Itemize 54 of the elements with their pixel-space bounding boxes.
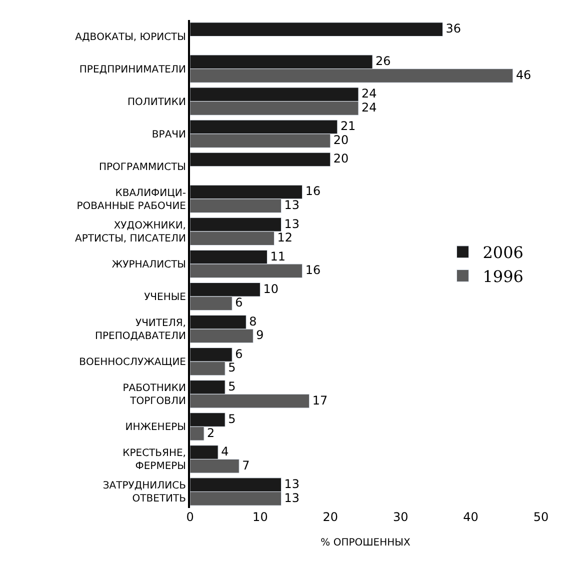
data-label: 8 (249, 314, 257, 328)
data-label: 20 (333, 152, 349, 166)
data-label: 9 (256, 328, 264, 342)
data-label: 36 (446, 22, 461, 36)
data-label: 13 (284, 490, 300, 505)
y-tick-label: ЖУРНАЛИСТЫ (112, 260, 186, 270)
data-label: 5 (228, 360, 236, 375)
data-label: 46 (516, 68, 532, 82)
y-tick-label: ЗАТРУДНИЛИСЬ ОТВЕТИТЬ (102, 480, 186, 505)
data-label: 24 (361, 100, 377, 114)
x-tick-label: 50 (533, 510, 549, 524)
x-tick-label: 30 (392, 510, 408, 524)
data-label: 17 (312, 393, 328, 408)
data-label: 16 (305, 263, 321, 278)
y-tick-label: ИНЖЕНЕРЫ (125, 422, 186, 434)
data-label: 4 (221, 444, 229, 459)
data-label: 26 (376, 54, 391, 68)
x-axis-title: % ОПРОШЕННЫХ (320, 538, 410, 548)
y-tick-label: АДВОКАТЫ, ЮРИСТЫ (75, 32, 186, 43)
data-label: 13 (284, 477, 300, 492)
data-label: 21 (340, 119, 356, 134)
data-label: 16 (305, 184, 321, 198)
y-tick-label: ВРАЧИ (152, 129, 186, 140)
y-tick-label: ПРЕДПРИНИМАТЕЛИ (79, 64, 186, 76)
x-tick-label: 10 (252, 510, 268, 524)
x-tick-label: 20 (322, 510, 338, 524)
bar (190, 152, 331, 167)
y-tick-label: ВОЕННОСЛУЖАЩИЕ (79, 357, 186, 368)
data-label: 5 (228, 379, 236, 394)
data-label: 7 (242, 458, 250, 472)
data-label: 10 (263, 282, 278, 296)
y-tick-label: ПРОГРАММИСТЫ (98, 162, 186, 173)
data-label: 5 (228, 412, 236, 426)
y-tick-label: КВАЛИФИЦИ- РОВАННЫЕ РАБОЧИЕ (76, 188, 186, 212)
y-tick-label: ПОЛИТИКИ (127, 96, 186, 108)
y-tick-label: КРЕСТЬЯНЕ, ФЕРМЕРЫ (122, 448, 186, 472)
legend-label: 2006 (482, 243, 524, 262)
data-label: 2 (207, 426, 215, 440)
data-label: 11 (270, 249, 286, 264)
y-tick-label: ХУДОЖНИКИ, АРТИСТЫ, ПИСАТЕЛИ (75, 220, 186, 244)
data-label: 13 (284, 216, 300, 231)
data-label: 13 (284, 198, 300, 212)
legend-label: 1996 (482, 266, 524, 286)
data-label: 6 (235, 346, 243, 361)
y-tick-label: УЧИТЕЛЯ, ПРЕПОДАВАТЕЛИ (94, 318, 186, 342)
x-tick-label: 40 (463, 510, 478, 524)
data-label: 12 (277, 230, 292, 245)
data-label: 20 (333, 133, 349, 148)
x-tick-label: 0 (186, 510, 194, 524)
y-tick-label: РАБОТНИКИ ТОРГОВЛИ (122, 383, 186, 408)
data-label: 6 (235, 296, 243, 310)
data-label: 24 (361, 86, 377, 101)
y-tick-label: УЧЕНЫЕ (144, 292, 186, 304)
bar (190, 22, 443, 37)
